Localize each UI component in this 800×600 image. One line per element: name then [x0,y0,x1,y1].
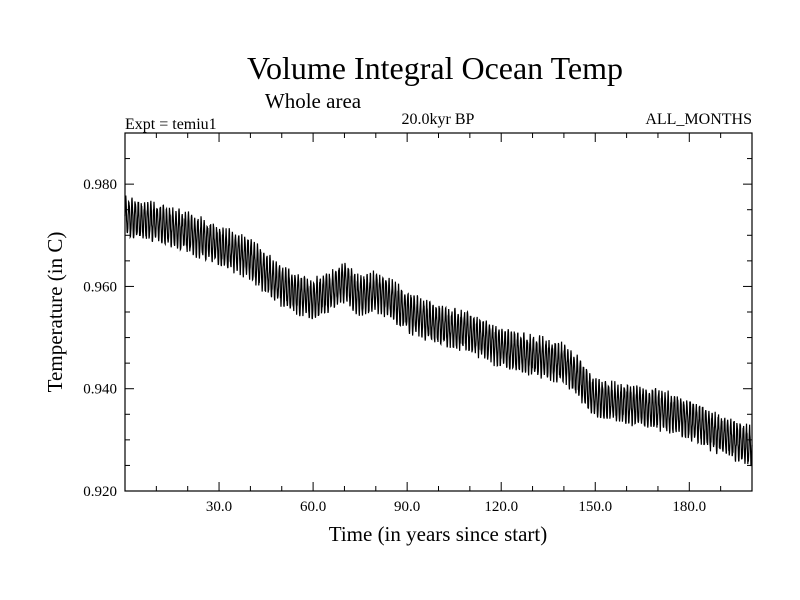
annotation-months: ALL_MONTHS [645,111,752,128]
series-line [124,195,753,467]
x-tick-label: 120.0 [484,499,518,515]
plot-frame [124,132,753,492]
x-tick-label: 30.0 [206,499,232,515]
y-tick-label: 0.940 [83,382,117,398]
y-axis-label: Temperature (in C) [43,232,67,393]
y-tick-label: 0.960 [83,279,117,295]
y-tick-label: 0.920 [83,484,117,500]
annotation-expt: Expt = temiu1 [125,116,217,133]
y-axis: 0.920 0.940 0.960 0.980 [83,158,752,500]
x-axis: 30.0 60.0 90.0 120.0 150.0 180.0 [155,133,722,515]
x-tick-label: 180.0 [672,499,706,515]
x-tick-label: 150.0 [578,499,612,515]
chart-title: Volume Integral Ocean Temp [247,50,623,86]
x-tick-label: 60.0 [300,499,326,515]
chart-subtitle: Whole area [265,89,362,113]
x-tick-label: 90.0 [394,499,420,515]
x-axis-label: Time (in years since start) [329,522,548,546]
annotation-period: 20.0kyr BP [402,111,475,128]
y-tick-label: 0.980 [83,177,117,193]
